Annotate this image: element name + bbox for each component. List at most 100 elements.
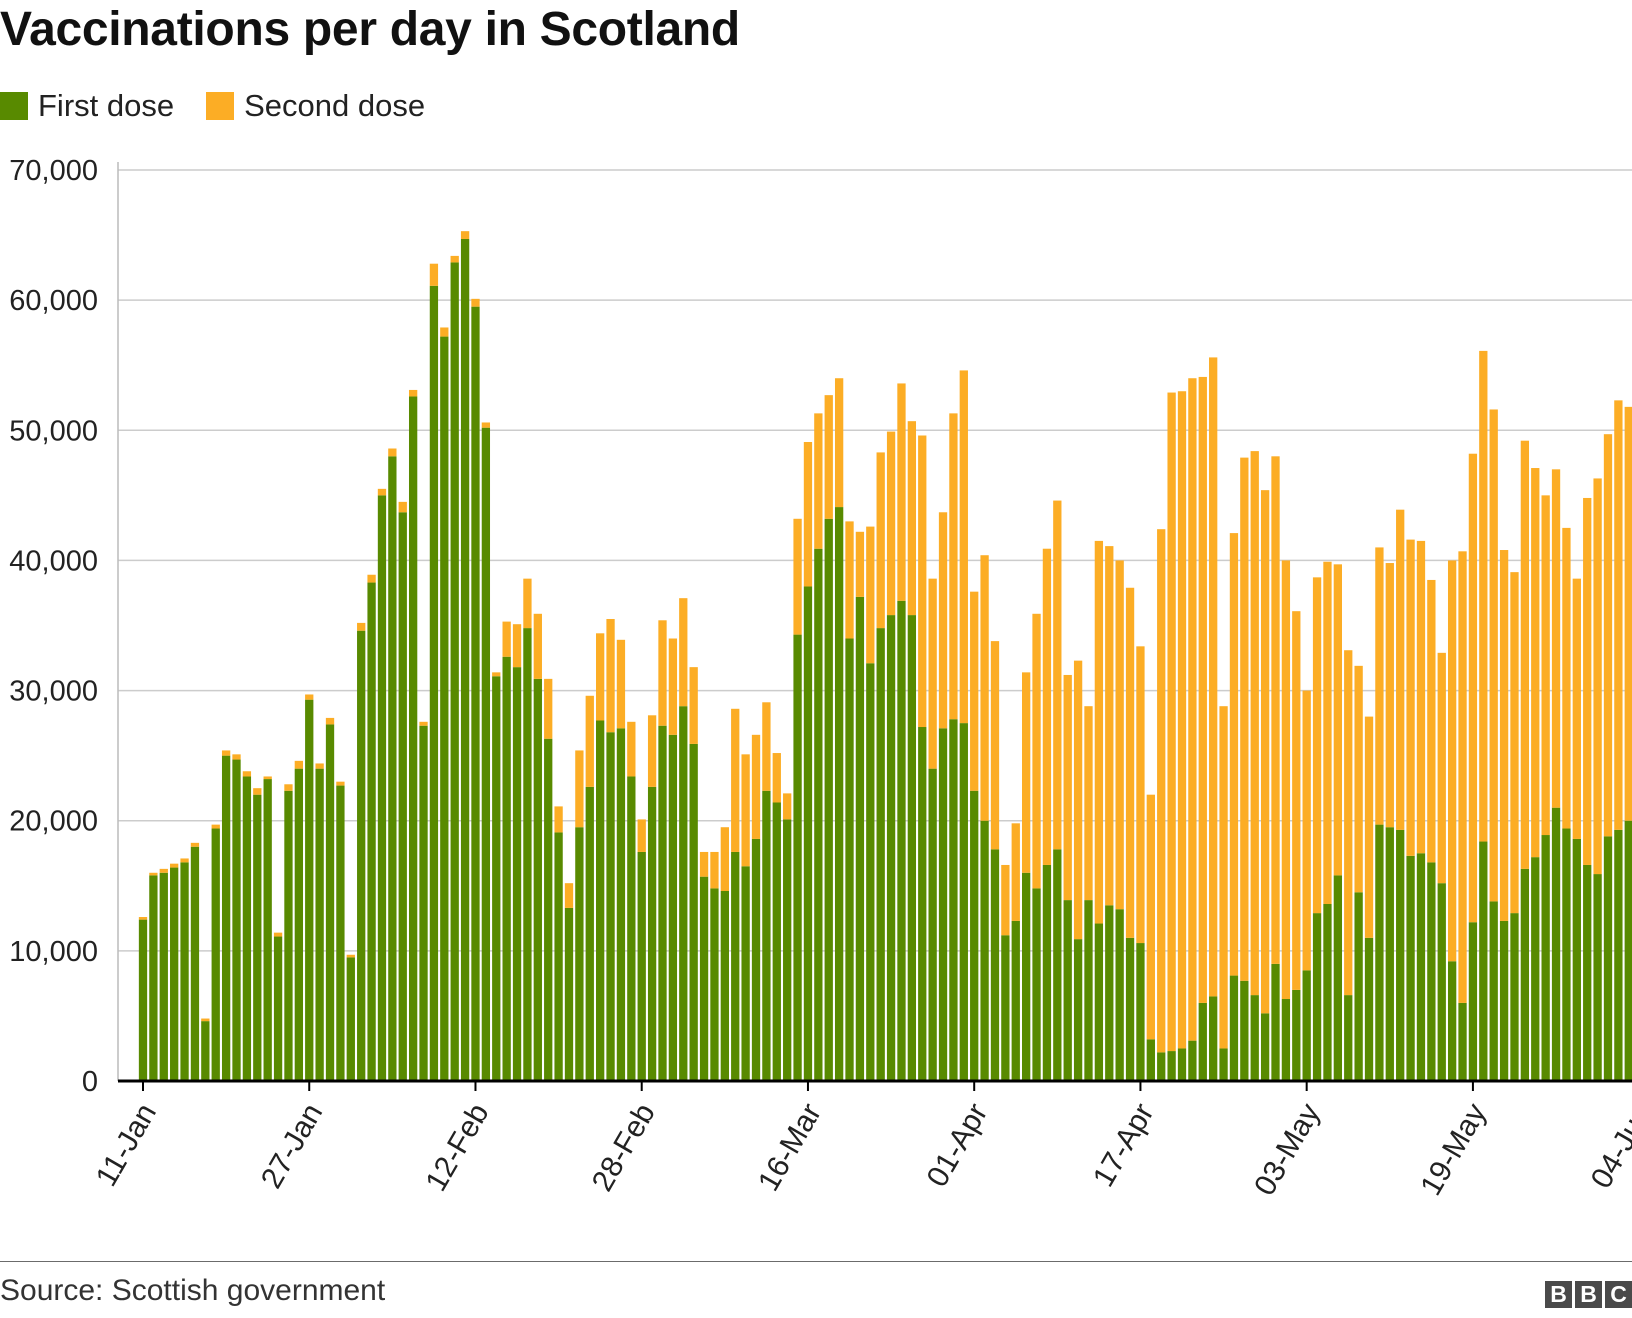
bar-first-dose <box>1624 820 1632 1081</box>
bar-second-dose <box>1053 500 1062 850</box>
bar-second-dose <box>471 298 480 307</box>
bar-first-dose <box>305 699 314 1081</box>
bar-second-dose <box>845 521 854 639</box>
bar-second-dose <box>1146 794 1155 1040</box>
bar-first-dose <box>741 866 750 1081</box>
bar-first-dose <box>533 678 542 1081</box>
bar-second-dose <box>585 695 594 787</box>
bar-first-dose <box>1229 975 1239 1081</box>
bar-first-dose <box>294 768 303 1081</box>
bar-second-dose <box>1479 350 1488 842</box>
bar-second-dose <box>1011 823 1020 921</box>
bar-first-dose <box>627 776 636 1081</box>
bar-second-dose <box>1416 540 1426 854</box>
bar-second-dose <box>346 954 355 958</box>
bar-first-dose <box>803 586 813 1081</box>
bar-second-dose <box>668 638 678 735</box>
bar-first-dose <box>284 790 293 1081</box>
bar-second-dose <box>1250 451 1259 996</box>
bar-first-dose <box>1551 807 1561 1081</box>
bar-first-dose <box>907 615 917 1081</box>
bar-second-dose <box>398 501 407 513</box>
bar-second-dose <box>1032 613 1041 889</box>
bar-second-dose <box>1499 550 1509 921</box>
bar-first-dose <box>1032 888 1041 1081</box>
bar-first-dose <box>606 732 615 1081</box>
bar-first-dose <box>793 634 802 1081</box>
bar-first-dose <box>1188 1040 1197 1081</box>
bar-first-dose <box>1146 1039 1155 1081</box>
bar-second-dose <box>305 694 314 700</box>
bar-second-dose <box>658 620 667 726</box>
bar-second-dose <box>1312 577 1322 914</box>
bar-second-dose <box>1209 357 1218 997</box>
bar-second-dose <box>1406 539 1415 856</box>
bar-second-dose <box>408 389 418 397</box>
bar-second-dose <box>388 448 397 457</box>
bar-first-dose <box>440 336 449 1081</box>
bar-second-dose <box>970 591 979 791</box>
bar-first-dose <box>1583 864 1592 1081</box>
bar-first-dose <box>959 723 968 1081</box>
bar-first-dose <box>596 720 605 1081</box>
bar-first-dose <box>751 838 761 1081</box>
bar-second-dose <box>855 531 865 597</box>
bar-second-dose <box>1157 529 1166 1053</box>
bar-second-dose <box>512 624 522 668</box>
bar-first-dose <box>170 867 179 1081</box>
bar-second-dose <box>731 708 740 852</box>
bar-first-dose <box>1489 901 1498 1081</box>
bar-first-dose <box>481 427 491 1081</box>
bar-second-dose <box>720 827 729 891</box>
bar-first-dose <box>544 738 553 1081</box>
bar-first-dose <box>1240 980 1249 1081</box>
second-dose-label: Second dose <box>244 88 426 123</box>
bar-first-dose <box>824 518 833 1081</box>
bar-second-dose <box>284 784 293 791</box>
bar-second-dose <box>627 721 636 777</box>
bar-second-dose <box>221 750 231 756</box>
bar-first-dose <box>1302 970 1311 1081</box>
bar-second-dose <box>647 715 657 787</box>
footer-divider <box>0 1261 1632 1262</box>
bar-second-dose <box>1447 560 1457 962</box>
bar-second-dose <box>492 672 501 677</box>
bar-first-dose <box>159 872 168 1081</box>
bar-second-dose <box>263 776 272 780</box>
bar-first-dose <box>1375 824 1384 1081</box>
y-tick-label: 20,000 <box>9 806 98 838</box>
bar-first-dose <box>699 876 709 1081</box>
bar-second-dose <box>149 872 158 876</box>
bar-second-dose <box>1468 453 1478 923</box>
y-tick-label: 10,000 <box>9 936 98 968</box>
stacked-bar-chart: 0 10,000 20,000 30,000 40,000 50,000 60,000 70,… <box>9 155 1632 1201</box>
bar-second-dose <box>1240 457 1249 981</box>
first-dose-label: First dose <box>38 88 175 123</box>
bar-second-dose <box>1541 495 1550 836</box>
bar-second-dose <box>606 618 615 733</box>
bar-first-dose <box>1167 1051 1176 1081</box>
bar-first-dose <box>949 719 958 1081</box>
bar-second-dose <box>336 781 345 786</box>
bar-first-dose <box>398 512 407 1081</box>
bar-first-dose <box>523 628 532 1081</box>
bar-first-dose <box>668 734 678 1081</box>
x-tick-label: 12-Feb <box>419 1098 495 1197</box>
bar-second-dose <box>1614 400 1623 830</box>
bar-second-dose <box>938 512 948 729</box>
y-tick-label: 60,000 <box>9 285 98 317</box>
x-tick-label: 16-Mar <box>752 1098 828 1197</box>
bar-first-dose <box>1125 937 1135 1081</box>
bar-second-dose <box>1562 527 1571 829</box>
bar-second-dose <box>367 574 376 583</box>
bar-second-dose <box>1520 440 1530 869</box>
legend: First dose Second dose <box>0 86 457 126</box>
bar-first-dose <box>1344 995 1353 1081</box>
bar-second-dose <box>1458 551 1467 1003</box>
bar-first-dose <box>1572 838 1581 1081</box>
bar-first-dose <box>928 768 937 1081</box>
bar-second-dose <box>1292 611 1301 990</box>
x-tick-label: 01-Apr <box>921 1098 995 1192</box>
bar-second-dose <box>1354 665 1363 893</box>
bar-first-dose <box>1354 892 1363 1081</box>
